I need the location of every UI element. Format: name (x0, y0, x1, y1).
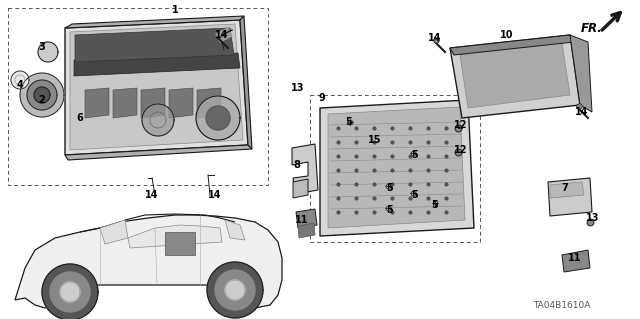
Polygon shape (11, 71, 29, 89)
Text: 14: 14 (575, 107, 589, 117)
Text: 12: 12 (454, 145, 468, 155)
Polygon shape (215, 270, 255, 310)
Polygon shape (70, 24, 243, 150)
Text: 7: 7 (562, 183, 568, 193)
Polygon shape (450, 35, 580, 118)
Text: 13: 13 (586, 213, 600, 223)
Text: 14: 14 (215, 30, 228, 40)
Polygon shape (570, 35, 592, 112)
Text: 2: 2 (38, 95, 45, 105)
Polygon shape (328, 107, 465, 228)
Polygon shape (562, 250, 590, 272)
Polygon shape (197, 88, 221, 118)
Text: 14: 14 (428, 33, 442, 43)
Polygon shape (27, 80, 57, 110)
Polygon shape (240, 16, 252, 149)
Polygon shape (65, 145, 252, 160)
Text: 13: 13 (291, 83, 305, 93)
Text: 5: 5 (412, 190, 419, 200)
Polygon shape (296, 209, 317, 228)
Text: 5: 5 (387, 183, 394, 193)
Text: TA04B1610A: TA04B1610A (532, 300, 590, 309)
Polygon shape (450, 35, 574, 55)
Polygon shape (225, 220, 245, 240)
Polygon shape (292, 144, 318, 194)
Polygon shape (128, 225, 222, 248)
Polygon shape (206, 106, 230, 130)
Polygon shape (38, 42, 58, 62)
Polygon shape (34, 87, 50, 103)
Polygon shape (15, 215, 282, 308)
Polygon shape (100, 220, 128, 244)
Polygon shape (550, 182, 584, 198)
Polygon shape (50, 272, 90, 312)
Text: 5: 5 (431, 200, 438, 210)
Text: 5: 5 (387, 205, 394, 215)
Text: 5: 5 (346, 117, 353, 127)
Text: 6: 6 (77, 113, 83, 123)
Text: 14: 14 (208, 190, 221, 200)
Text: 11: 11 (295, 215, 308, 225)
Text: 11: 11 (568, 253, 582, 263)
Polygon shape (20, 73, 64, 117)
Polygon shape (60, 282, 80, 302)
Polygon shape (196, 96, 240, 140)
Text: 14: 14 (145, 190, 159, 200)
Text: 3: 3 (38, 42, 45, 52)
Polygon shape (142, 104, 174, 136)
Text: 5: 5 (412, 150, 419, 160)
Polygon shape (225, 280, 245, 300)
Polygon shape (65, 16, 244, 28)
Polygon shape (207, 262, 263, 318)
Polygon shape (42, 264, 98, 319)
Text: 1: 1 (172, 5, 179, 15)
Text: FR.: FR. (581, 21, 603, 34)
Text: 12: 12 (454, 120, 468, 130)
Polygon shape (216, 28, 232, 42)
Polygon shape (293, 179, 308, 198)
Polygon shape (169, 88, 193, 118)
Text: 4: 4 (17, 80, 24, 90)
Polygon shape (298, 223, 315, 238)
Polygon shape (113, 88, 137, 118)
Text: 10: 10 (500, 30, 514, 40)
Polygon shape (320, 100, 474, 236)
Text: 9: 9 (319, 93, 325, 103)
Text: 15: 15 (368, 135, 381, 145)
Polygon shape (460, 43, 570, 108)
Polygon shape (65, 20, 248, 155)
Polygon shape (75, 28, 234, 62)
Polygon shape (548, 178, 592, 216)
Polygon shape (85, 88, 109, 118)
Polygon shape (74, 53, 240, 76)
Text: 8: 8 (294, 160, 300, 170)
Polygon shape (141, 88, 165, 118)
Polygon shape (165, 232, 195, 255)
